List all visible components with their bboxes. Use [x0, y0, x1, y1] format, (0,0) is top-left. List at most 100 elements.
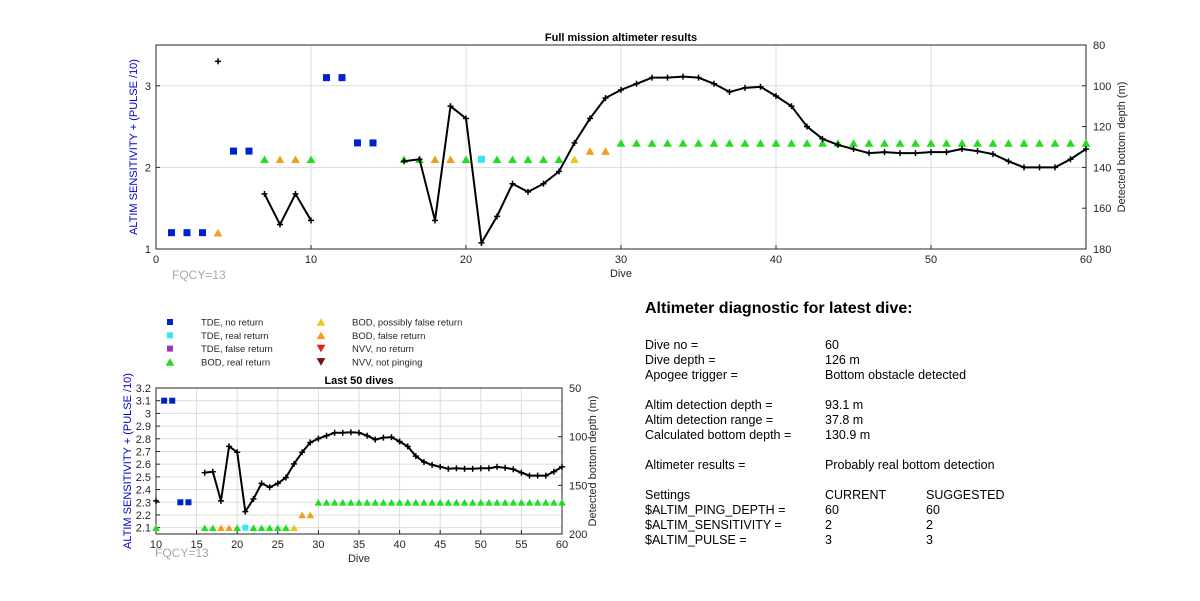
altim-depth-label: Altim detection depth =: [645, 398, 773, 412]
bottom-depth-point: [447, 103, 454, 110]
bod-real-return-marker: [371, 498, 380, 506]
x-tick-label: 10: [305, 254, 317, 266]
y-tick-label: 2.1: [136, 523, 151, 535]
frequency-annotation: FQCY=13: [172, 268, 226, 282]
settings-label: Settings: [645, 488, 691, 502]
bottom-depth-point: [542, 472, 549, 479]
bottom-depth-point: [494, 463, 501, 470]
bottom-depth-point: [502, 464, 509, 471]
bottom-depth-point: [726, 88, 733, 95]
setting-current: 3: [825, 533, 832, 547]
bod-real-return-marker: [508, 155, 517, 164]
bottom-depth-point: [437, 463, 444, 470]
bottom-depth-point: [618, 86, 624, 93]
bottom-depth-point: [250, 495, 257, 502]
tde-no-return-marker: [323, 74, 330, 82]
bod-real-return-marker: [756, 139, 765, 147]
altim-range-value: 37.8 m: [825, 413, 864, 427]
y-tick-label: 2.6: [136, 459, 151, 471]
bottom-depth-point: [1083, 146, 1089, 153]
tde-no-return-marker: [338, 74, 346, 82]
bottom-depth-point: [292, 190, 299, 197]
bod-real-return-marker: [880, 139, 889, 147]
x-tick-label: 20: [231, 539, 243, 551]
bottom-depth-point: [695, 74, 702, 81]
bottom-depth-point: [445, 465, 452, 472]
bottom-depth-point: [943, 149, 950, 156]
x-tick-label: 45: [434, 539, 446, 551]
legend-marker: [316, 344, 326, 353]
bod-real-return-marker: [895, 139, 905, 147]
bottom-depth-point: [372, 436, 379, 443]
bod-real-return-marker: [355, 498, 363, 506]
bottom-depth-point: [525, 188, 531, 195]
bottom-depth-point: [323, 432, 330, 439]
bod-real-return-marker: [257, 524, 266, 531]
y2-axis-label: Detected bottom depth (m): [1116, 82, 1128, 213]
bottom-depth-point: [242, 508, 249, 515]
bottom-depth-point: [307, 439, 314, 446]
bottom-depth-point: [282, 474, 289, 481]
bod-real-return-marker: [452, 498, 461, 506]
bottom-depth-point: [850, 146, 857, 153]
bod-real-return-marker: [942, 139, 951, 147]
bod-real-return-marker: [200, 524, 209, 531]
bottom-depth-point: [478, 239, 485, 246]
x-axis-label: Dive: [610, 268, 632, 280]
bottom-depth-point: [897, 150, 903, 157]
x-tick-label: 30: [615, 254, 627, 266]
x-tick-label: 60: [556, 539, 568, 551]
bod-real-return-marker: [436, 498, 445, 506]
bod-real-return-marker: [347, 498, 355, 506]
apogee-trigger-value: Bottom obstacle detected: [825, 368, 967, 382]
bottom-depth-point: [388, 434, 395, 441]
bod-false-return-marker: [275, 155, 285, 164]
bottom-depth-point: [928, 149, 934, 156]
calc-depth-value: 130.9 m: [825, 428, 871, 442]
dive-depth-row: Dive depth = 126 m: [645, 353, 1165, 368]
bod-real-return-marker: [444, 498, 453, 506]
tde-no-return-marker: [354, 139, 361, 147]
bod-real-return-marker: [492, 155, 502, 164]
tde-no-return-marker: [169, 397, 176, 404]
bottom-depth-point: [540, 180, 547, 187]
bottom-depth-point: [494, 213, 500, 220]
legend-marker: [316, 331, 326, 340]
dive-depth-label: Dive depth =: [645, 353, 716, 367]
bottom-depth-point: [416, 156, 423, 163]
x-tick-label: 40: [393, 539, 405, 551]
bod-real-return-marker: [1081, 139, 1091, 147]
altim-range-row: Altim detection range = 37.8 m: [645, 413, 1165, 428]
bottom-depth-point: [215, 58, 221, 65]
results-label: Altimeter results =: [645, 458, 746, 472]
x-tick-label: 35: [353, 539, 365, 551]
diagnostic-title: Altimeter diagnostic for latest dive:: [645, 300, 913, 317]
bottom-depth-point: [664, 74, 671, 81]
bottom-depth-point: [201, 469, 208, 476]
bod-real-return-marker: [208, 524, 217, 531]
bod-false-return-marker: [446, 155, 455, 164]
y-tick-label: 2.5: [136, 472, 151, 484]
legend-item: BOD, real return: [165, 357, 270, 368]
bod-real-return-marker: [771, 139, 781, 147]
bod-real-return-marker: [1035, 139, 1044, 147]
bod-real-return-marker: [1019, 139, 1029, 147]
bottom-depth-point: [1067, 156, 1074, 163]
legend-item: BOD, possibly false return: [316, 318, 462, 329]
bottom-depth-point: [356, 429, 362, 436]
legend-label: BOD, real return: [201, 357, 270, 368]
x-tick-label: 0: [153, 254, 159, 266]
bod-real-return-marker: [663, 139, 672, 147]
bod-real-return-marker: [322, 498, 331, 506]
legend-marker: [167, 332, 173, 339]
bottom-depth-point: [274, 480, 281, 487]
bod-real-return-marker: [461, 155, 471, 164]
legend-label: TDE, no return: [201, 318, 263, 329]
bod-real-return-marker: [541, 498, 550, 506]
calc-depth-row: Calculated bottom depth = 130.9 m: [645, 428, 1165, 443]
bod-real-return-marker: [616, 139, 626, 147]
legend-item: TDE, real return: [167, 331, 269, 342]
bottom-depth-point: [534, 472, 541, 479]
legend-item: BOD, false return: [316, 331, 425, 342]
y-tick-label: 3: [145, 81, 151, 93]
